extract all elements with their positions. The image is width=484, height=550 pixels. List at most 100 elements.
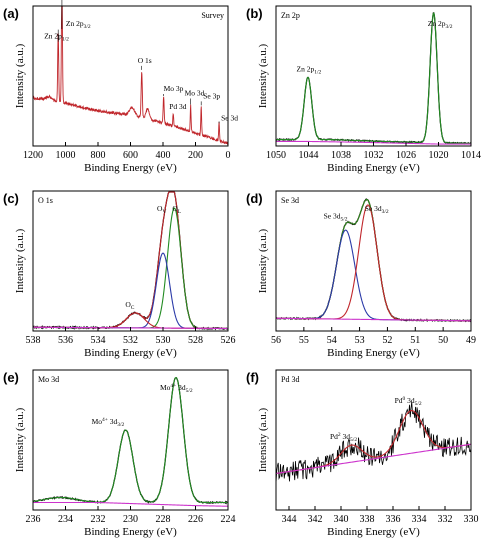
- x-tick-label: 1038: [331, 150, 351, 161]
- series-fit_blue-line: [33, 252, 228, 330]
- y-axis-label: Intensity (a.u.): [14, 43, 26, 108]
- panel-title: Se 3d: [281, 196, 299, 205]
- x-tick-label: 336: [386, 514, 401, 525]
- x-tick-label: 532: [123, 335, 138, 346]
- x-tick-label: 230: [123, 514, 138, 525]
- peak-annotation: Mo4+ 3d3/2: [92, 417, 125, 428]
- peak-annotation: OV: [157, 204, 166, 215]
- series-raw-line: [275, 198, 472, 323]
- series-raw-line: [275, 401, 472, 484]
- series-background_line-line: [275, 443, 472, 475]
- x-tick-label: 236: [26, 514, 41, 525]
- x-tick-label: 53: [355, 335, 365, 346]
- x-tick-label: 51: [410, 335, 420, 346]
- peak-annotation: Mo 3p: [164, 84, 184, 93]
- x-tick-label: 528: [188, 335, 203, 346]
- x-tick-label: 226: [188, 514, 203, 525]
- x-tick-label: 340: [334, 514, 349, 525]
- x-tick-label: 344: [282, 514, 297, 525]
- series-fit_red-line: [275, 204, 472, 322]
- series-envelope-line: [275, 198, 472, 322]
- x-tick-label: 342: [308, 514, 323, 525]
- x-axis-label: Binding Energy (eV): [84, 526, 177, 538]
- peak-annotation: Se 3d: [221, 113, 238, 122]
- panel-letter: (e): [3, 370, 19, 385]
- x-tick-label: 1050: [266, 150, 286, 161]
- x-tick-label: 52: [382, 335, 392, 346]
- panel-title: Pd 3d: [281, 375, 299, 384]
- series-fit_red-line: [33, 312, 228, 330]
- peak-annotation: Zn 2p3/2: [66, 19, 91, 30]
- peak-annotation: Zn 2p3/2: [428, 19, 453, 30]
- x-tick-label: 1000: [56, 150, 76, 161]
- x-tick-label: 234: [58, 514, 73, 525]
- x-tick-label: 526: [221, 335, 236, 346]
- x-tick-label: 49: [466, 335, 476, 346]
- peak-annotation: OL: [172, 204, 181, 215]
- panel-title: Survey: [201, 11, 224, 20]
- x-tick-label: 1032: [364, 150, 384, 161]
- x-tick-label: 50: [438, 335, 448, 346]
- peak-annotation: Zn 2p1/2: [297, 64, 322, 75]
- peak-annotation: Pd0 3d5/2: [395, 396, 422, 407]
- panel-letter: (a): [3, 6, 19, 21]
- series-fit_green-line: [275, 198, 472, 322]
- plot-frame: [32, 369, 229, 511]
- plot-frame: [275, 190, 472, 332]
- x-tick-label: 1044: [299, 150, 319, 161]
- peak-annotation: Pd2 3d5/2: [330, 432, 357, 443]
- panel-b: 1050 1044 1038 1032 1026 1020 1014 Binding Ener…: [246, 5, 481, 174]
- peak-annotation: Se 3p: [203, 91, 220, 100]
- x-tick-label: 1026: [396, 150, 416, 161]
- x-tick-label: 1020: [429, 150, 449, 161]
- series-fit_green-line: [32, 376, 228, 504]
- series-background_line-line: [33, 501, 229, 507]
- x-tick-label: 0: [226, 150, 231, 161]
- peak-annotation: Zn 2p1/2: [44, 32, 69, 43]
- x-tick-label: 232: [91, 514, 106, 525]
- series-fit_green-line: [276, 12, 472, 144]
- panel-c: 538 536 534 532 530 528 526 Binding Energy (eV)…: [3, 190, 236, 359]
- x-tick-label: 338: [360, 514, 375, 525]
- peak-annotation: Mo4+ 3d5/2: [160, 383, 193, 394]
- x-tick-label: 228: [156, 514, 171, 525]
- panel-d: 56 55 54 53 52 51 50 49 Binding Energy (eV) Inten…: [246, 190, 476, 359]
- x-axis-label: Binding Energy (eV): [84, 347, 177, 359]
- x-tick-label: 1014: [461, 150, 481, 161]
- peak-annotation: Pd 3d: [169, 102, 187, 111]
- x-axis-label: Binding Energy (eV): [327, 162, 420, 174]
- x-axis-label: Binding Energy (eV): [84, 162, 177, 174]
- series-raw-line: [275, 12, 472, 145]
- peak-annotation: O 1s: [138, 56, 152, 65]
- series-background_line-line: [275, 317, 472, 322]
- panel-letter: (c): [3, 191, 19, 206]
- plot-frame: [275, 369, 472, 511]
- y-axis-label: Intensity (a.u.): [257, 43, 269, 108]
- y-axis-label: Intensity (a.u.): [14, 407, 26, 472]
- x-tick-label: 330: [464, 514, 479, 525]
- x-tick-label: 1200: [23, 150, 43, 161]
- panel-title: Mo 3d: [38, 375, 59, 384]
- x-tick-label: 800: [91, 150, 106, 161]
- x-tick-label: 536: [58, 335, 73, 346]
- x-tick-label: 224: [221, 514, 236, 525]
- peak-annotation: Se 3d5/2: [324, 211, 348, 222]
- x-tick-label: 530: [156, 335, 171, 346]
- panel-e: 236 234 232 230 228 226 224 Binding Energy (eV)…: [3, 369, 236, 538]
- x-tick-label: 54: [327, 335, 337, 346]
- panel-letter: (b): [246, 6, 263, 21]
- x-tick-label: 200: [188, 150, 203, 161]
- panel-letter: (d): [246, 191, 263, 206]
- peak-annotation: Se 3d3/2: [365, 204, 389, 215]
- panel-letter: (f): [246, 370, 259, 385]
- panel-f: 344 342 340 338 336 334 332 330 Binding Energy (…: [246, 369, 479, 538]
- x-axis-label: Binding Energy (eV): [327, 526, 420, 538]
- x-tick-label: 538: [26, 335, 41, 346]
- x-tick-label: 334: [412, 514, 427, 525]
- x-tick-label: 600: [123, 150, 138, 161]
- x-tick-label: 56: [271, 335, 281, 346]
- series-raw-line: [32, 377, 229, 505]
- series-fit_blue-line: [275, 229, 472, 322]
- panel-a: 1200 1000 800 600 400 200 0 Binding Energy (eV)…: [3, 0, 238, 174]
